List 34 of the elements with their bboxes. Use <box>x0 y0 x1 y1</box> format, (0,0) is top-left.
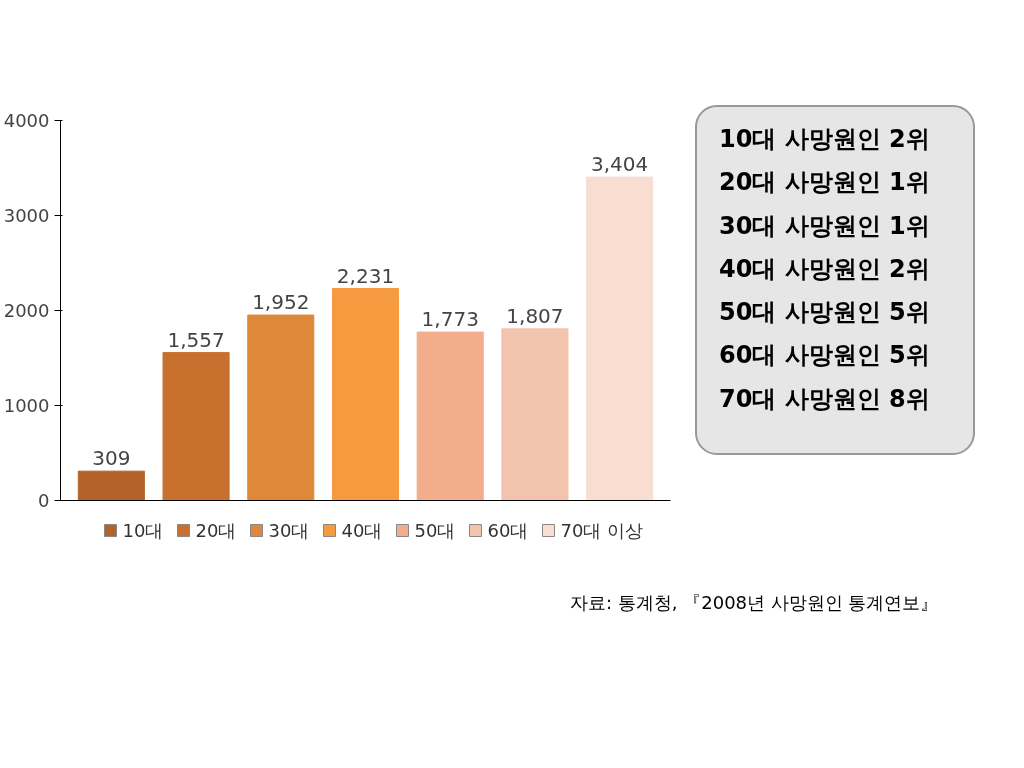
text: 30대 사망원인 1위 <box>719 210 930 242</box>
bar <box>77 470 145 501</box>
y-tick-label: 0 <box>38 490 50 511</box>
legend-label: 10대 <box>122 520 164 541</box>
bar <box>586 176 654 501</box>
data-label: 1,807 <box>506 303 564 328</box>
bar <box>416 331 484 501</box>
text: 60대 사망원인 5위 <box>719 340 930 372</box>
text: 70대 사망원인 8위 <box>719 383 930 415</box>
y-tick-label: 4000 <box>3 110 50 131</box>
legend-label: 60대 <box>487 520 529 541</box>
bar <box>162 352 230 501</box>
y-tick-label: 1000 <box>3 395 50 416</box>
data-label: 309 <box>92 446 131 471</box>
data-label: 1,952 <box>252 290 310 315</box>
y-tick-label: 3000 <box>3 205 50 226</box>
text: 10대 사망원인 2위 <box>719 124 930 155</box>
text: 50대 사망원인 5위 <box>719 297 930 329</box>
text: 20대 사망원인 1위 <box>719 167 930 199</box>
data-label: 2,231 <box>336 263 395 288</box>
data-label: 1,557 <box>167 327 225 352</box>
text: 자료: 통계청, 『2008년 사망원인 통계연보』 <box>570 591 939 615</box>
legend-label: 70대 이상 <box>560 520 644 541</box>
bar <box>331 288 400 501</box>
data-label: 1,773 <box>421 307 479 332</box>
text: 40대 사망원인 2위 <box>719 253 930 285</box>
legend-label: 40대 <box>341 520 383 541</box>
data-label: 3,404 <box>591 152 649 177</box>
y-tick-label: 2000 <box>3 300 50 321</box>
bar <box>247 314 315 501</box>
legend-label: 30대 <box>268 520 310 541</box>
legend-label: 50대 <box>414 520 456 541</box>
legend-label: 20대 <box>195 520 237 541</box>
bar <box>501 328 569 501</box>
